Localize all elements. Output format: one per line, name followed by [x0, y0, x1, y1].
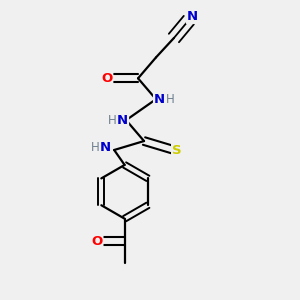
Text: H: H: [90, 140, 99, 154]
Text: N: N: [187, 10, 198, 23]
Text: N: N: [117, 114, 128, 127]
Text: N: N: [154, 93, 165, 106]
Text: H: H: [107, 114, 116, 127]
Text: H: H: [166, 93, 175, 106]
Text: S: S: [172, 143, 182, 157]
Text: O: O: [91, 235, 103, 248]
Text: N: N: [100, 140, 111, 154]
Text: O: O: [101, 72, 112, 85]
